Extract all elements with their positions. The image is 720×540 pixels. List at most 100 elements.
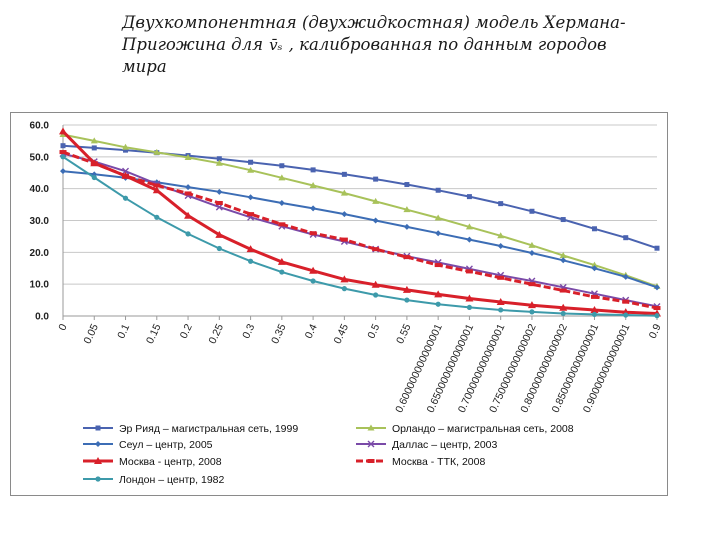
data-point	[91, 171, 98, 178]
data-point	[435, 230, 442, 237]
x-tick-label: 0.9	[647, 322, 664, 340]
data-point	[216, 156, 222, 162]
data-point	[215, 203, 223, 211]
data-point	[528, 249, 535, 256]
data-point	[309, 266, 318, 274]
data-point	[340, 275, 349, 283]
data-point	[372, 197, 380, 204]
data-point	[404, 297, 410, 303]
data-point	[341, 171, 347, 177]
legend-entry: Лондон – центр, 1982	[119, 474, 225, 486]
x-tick-label: 0.15	[144, 322, 164, 346]
data-point	[559, 252, 567, 259]
data-point	[560, 310, 566, 317]
data-point	[654, 284, 660, 291]
series-line-4	[61, 130, 658, 315]
data-point	[622, 273, 629, 280]
y-tick-label: 60.0	[30, 121, 50, 132]
data-point	[559, 288, 567, 293]
title-line-3: мира	[122, 57, 167, 76]
slide-title: Двухкомпонентная (двухжидкостная) модель…	[122, 12, 702, 78]
data-point	[154, 214, 160, 220]
data-point	[247, 212, 255, 217]
data-point	[591, 311, 598, 318]
data-point	[184, 211, 193, 219]
data-point	[310, 167, 316, 173]
x-tick-label: 0.1	[115, 322, 132, 340]
legend-swatch-marker	[95, 441, 101, 447]
data-point	[309, 181, 317, 188]
data-point	[590, 305, 599, 313]
data-point	[122, 143, 130, 150]
data-point	[466, 304, 473, 311]
data-point	[402, 285, 411, 293]
legend-entry: Эр Рияд – магистральная сеть, 1999	[119, 423, 298, 435]
legend-swatch-marker	[367, 440, 375, 448]
data-point	[215, 200, 223, 205]
data-point	[216, 188, 223, 195]
data-point	[496, 297, 505, 305]
data-point	[90, 161, 98, 166]
data-point	[59, 150, 67, 155]
data-point	[122, 195, 129, 201]
y-tick-label: 20.0	[30, 248, 50, 259]
data-point	[434, 290, 443, 298]
velocity-symbol: v̄ₛ	[269, 36, 283, 54]
data-point	[153, 183, 161, 188]
legend-swatch-marker	[94, 457, 102, 464]
data-point	[216, 245, 222, 252]
data-point	[90, 137, 98, 144]
data-point	[560, 257, 567, 264]
data-point	[560, 217, 566, 223]
x-tick-label: 0.3	[240, 322, 257, 340]
data-point	[371, 280, 380, 288]
data-point	[497, 242, 504, 249]
data-point	[435, 301, 441, 307]
data-point	[528, 241, 536, 248]
data-point	[559, 303, 568, 311]
data-point	[466, 236, 473, 243]
data-point	[152, 186, 161, 194]
data-point	[654, 245, 660, 251]
title-line-2-end: , калиброванная по данным городов	[288, 35, 607, 54]
data-point	[248, 159, 254, 165]
data-point	[529, 309, 535, 315]
data-point	[122, 173, 130, 178]
x-tick-label: 0.55	[394, 322, 414, 346]
title-line-1: Двухкомпонентная (двухжидкостная) модель…	[122, 13, 626, 32]
legend-entry: Сеул – центр, 2005	[119, 439, 213, 451]
legend-swatch-marker	[367, 459, 375, 463]
data-point	[185, 184, 192, 191]
data-point	[184, 191, 192, 196]
data-point	[277, 257, 286, 265]
x-tick-label: 0.45	[332, 322, 352, 346]
data-point	[247, 194, 254, 201]
data-point	[60, 154, 66, 160]
data-point	[91, 174, 97, 181]
data-point	[403, 206, 411, 213]
data-point	[465, 269, 473, 274]
legend-entry: Москва - ТТК, 2008	[392, 456, 485, 468]
data-point	[309, 231, 317, 236]
data-point	[404, 182, 410, 188]
data-point	[60, 168, 66, 175]
y-tick-label: 50.0	[30, 152, 50, 163]
data-point	[590, 261, 598, 268]
data-point	[372, 247, 380, 252]
series-line-6	[62, 155, 658, 317]
data-point	[310, 278, 316, 284]
series-line-2	[62, 170, 658, 289]
data-point	[215, 230, 224, 238]
data-point	[465, 294, 474, 302]
data-point	[122, 167, 130, 175]
data-point	[247, 166, 255, 173]
data-point	[498, 201, 504, 207]
legend-swatch-marker	[367, 424, 375, 431]
data-point	[622, 299, 630, 304]
x-tick-label: 0.35	[269, 322, 289, 346]
legend-swatch-marker	[95, 476, 101, 482]
data-point	[246, 245, 255, 253]
x-tick-label: 0.4	[303, 322, 320, 340]
data-point	[278, 222, 286, 227]
legend-entry: Орландо – магистральная сеть, 2008	[392, 423, 574, 435]
